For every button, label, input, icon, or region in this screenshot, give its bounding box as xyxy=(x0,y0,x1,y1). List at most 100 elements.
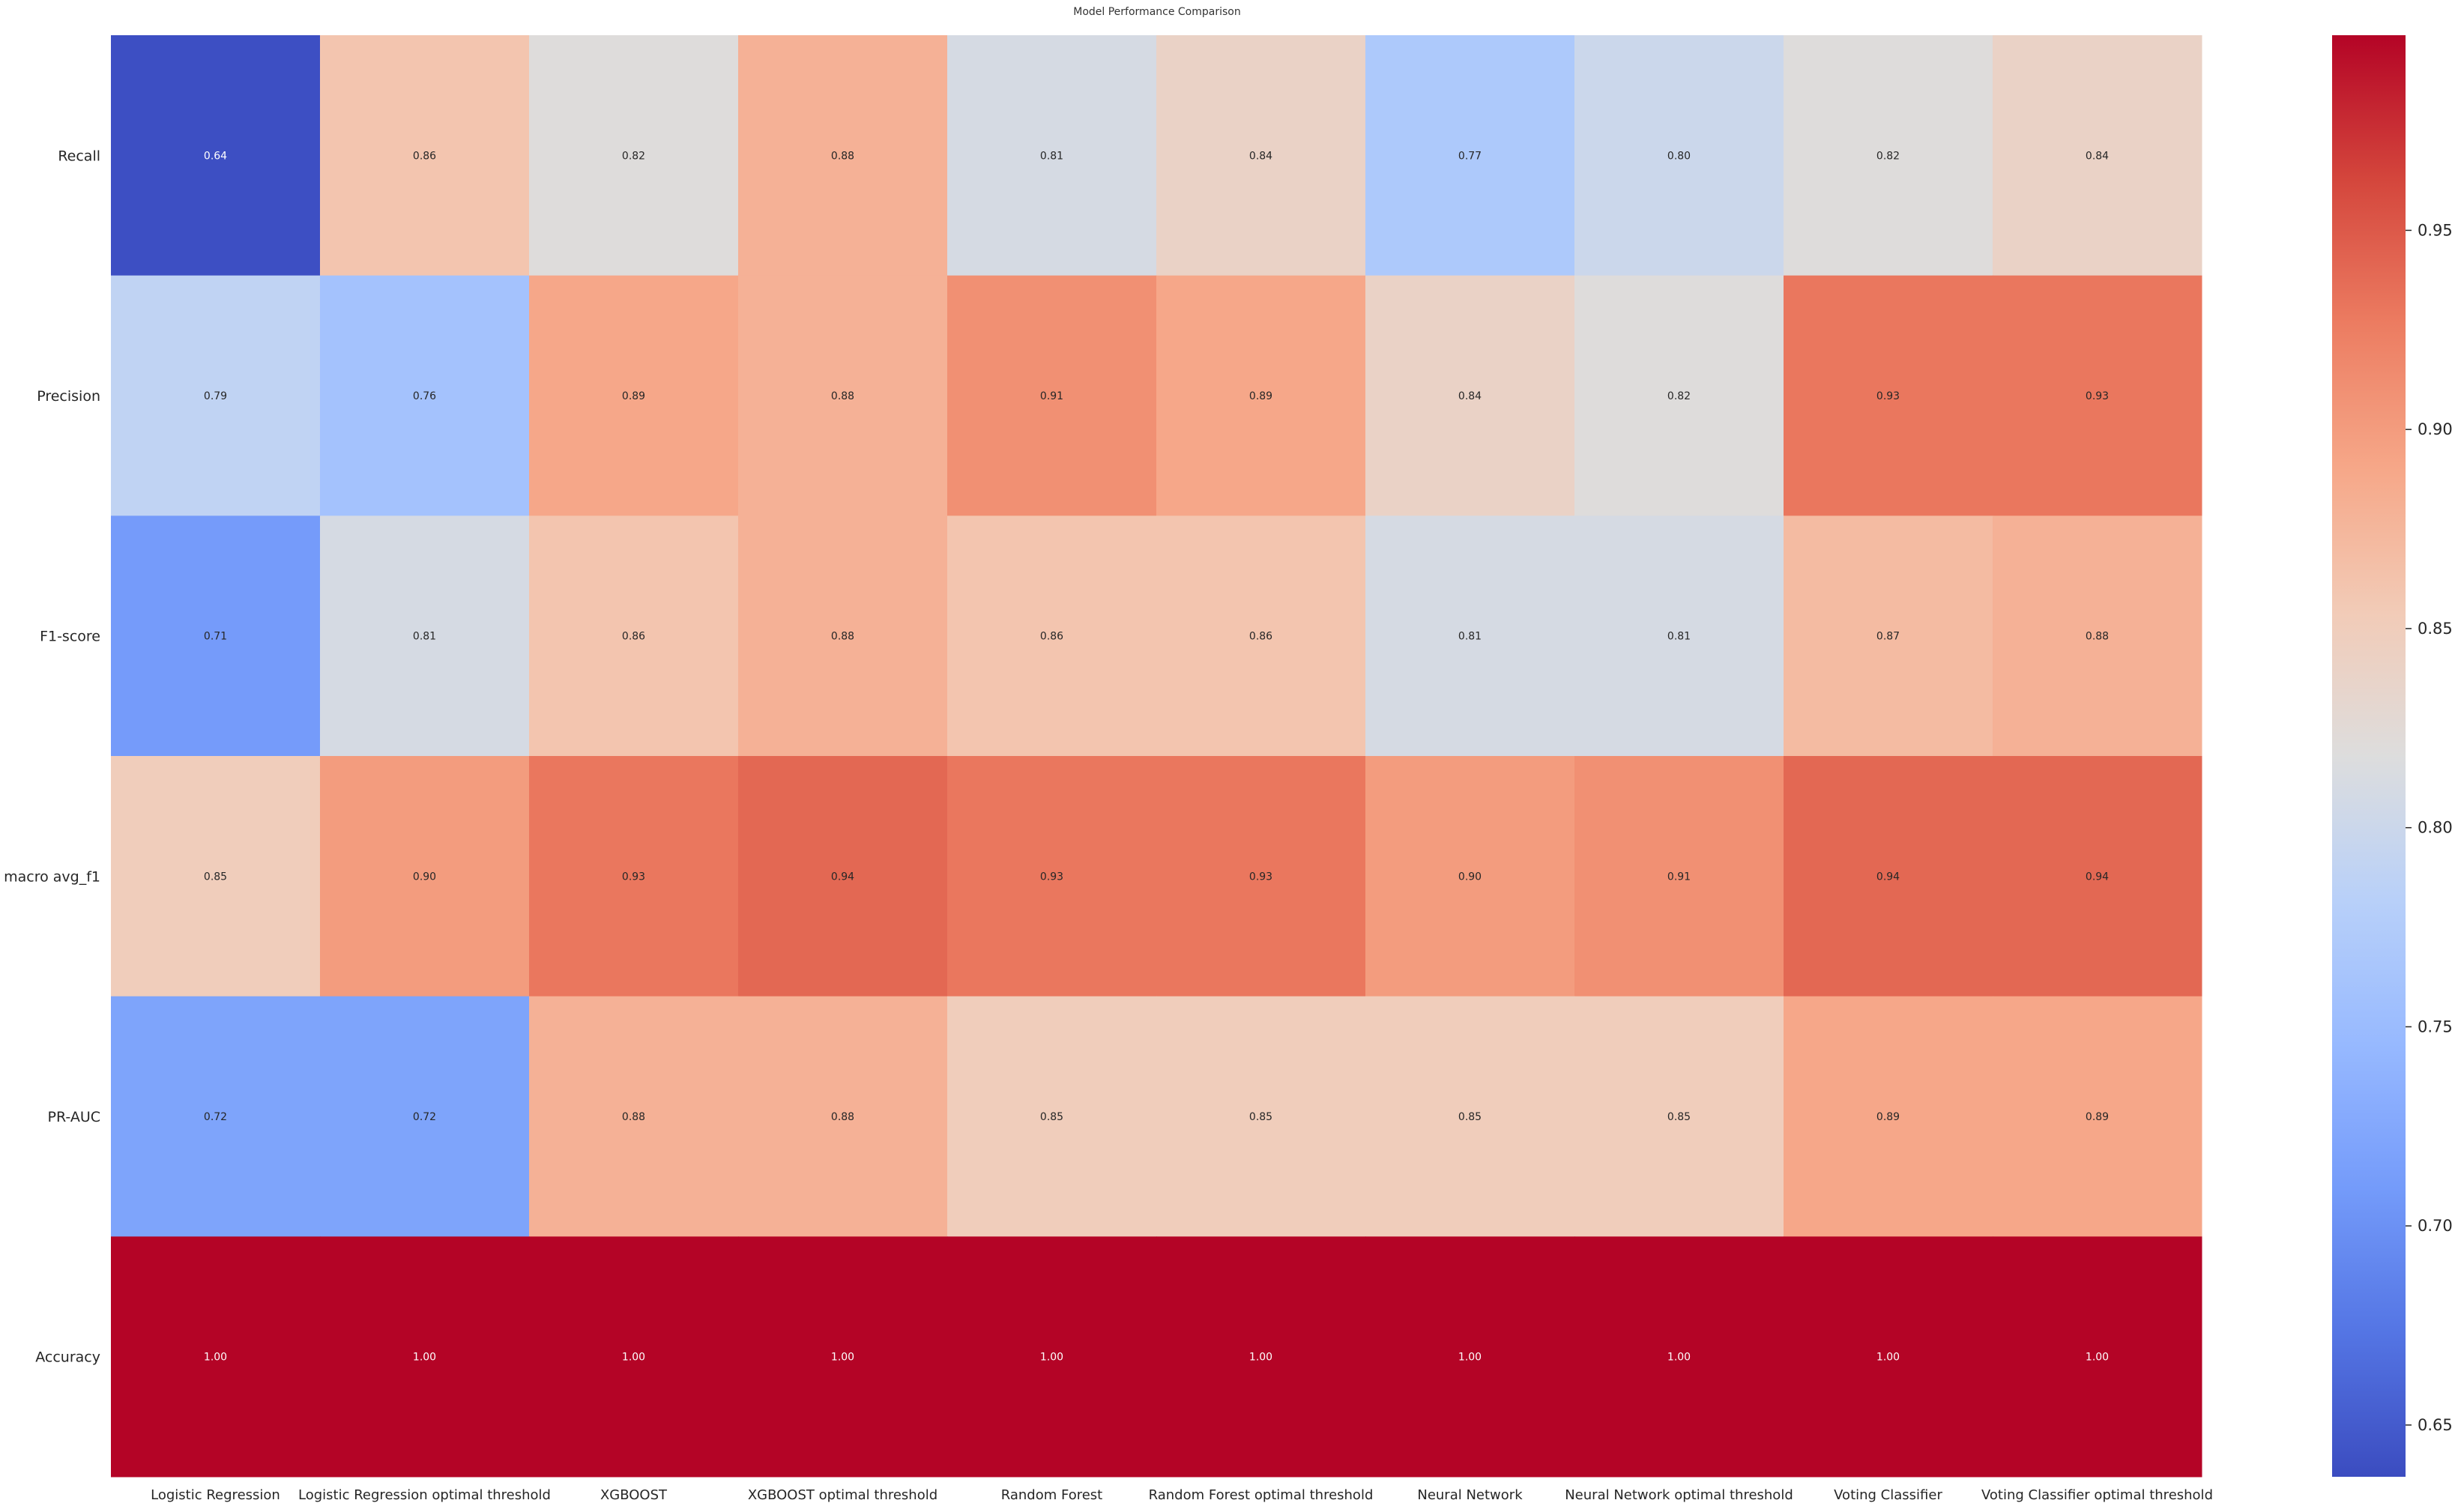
cell-value-label: 1.00 xyxy=(831,1352,854,1364)
column-label-logistic-regression: Logistic Regression xyxy=(151,1487,280,1503)
heatmap-cell-f1-score-random-forest xyxy=(947,515,1157,757)
colorbar: 0.65 0.70 0.75 0.80 0.85 0.90 0.95 xyxy=(2332,35,2452,1477)
cell-value-label: 1.00 xyxy=(413,1352,436,1364)
cell-value-label: 1.00 xyxy=(1876,1352,1900,1364)
cell-value-label: 0.91 xyxy=(1667,871,1691,883)
heatmap-cell-pr-auc-xgboost-optimal-threshold xyxy=(738,996,948,1237)
heatmap-cell-precision-xgboost-optimal-threshold xyxy=(738,275,948,516)
column-label-random-forest: Random Forest xyxy=(1001,1487,1102,1503)
row-label-precision: Precision xyxy=(37,388,100,405)
cell-value-label: 0.72 xyxy=(204,1111,227,1123)
cell-value-label: 1.00 xyxy=(2086,1352,2109,1364)
heatmap-cell-macro-avg-f1-voting-classifier-optimal-threshold xyxy=(1993,756,2202,997)
cell-value-label: 0.94 xyxy=(831,871,854,883)
heatmap-cell-precision-neural-network xyxy=(1365,275,1575,516)
heatmap-cell-recall-xgboost xyxy=(529,35,739,276)
cell-value-label: 0.86 xyxy=(1249,631,1272,643)
column-tick-labels: Logistic Regression Logistic Regression o… xyxy=(151,1487,2213,1503)
cell-value-label: 0.89 xyxy=(1249,390,1272,402)
heatmap-cells xyxy=(111,35,2202,1478)
colorbar-tick-label: 0.65 xyxy=(2418,1416,2452,1434)
heatmap-cell-pr-auc-random-forest xyxy=(947,996,1157,1237)
cell-value-label: 0.77 xyxy=(1458,150,1482,162)
column-label-voting-classifier: Voting Classifier xyxy=(1834,1487,1942,1503)
heatmap-cell-labels: 0.64 0.86 0.82 0.88 0.81 0.84 0.77 0.80 0.82 0.84… xyxy=(204,150,2109,1363)
heatmap-cell-recall-random-forest-optimal-threshold xyxy=(1156,35,1366,276)
heatmap-cell-pr-auc-xgboost xyxy=(529,996,739,1237)
cell-value-label: 0.76 xyxy=(413,390,436,402)
heatmap-cell-recall-logistic-regression-optimal-threshold xyxy=(320,35,530,276)
heatmap-cell-f1-score-neural-network-optimal-threshold xyxy=(1574,515,1784,757)
cell-value-label: 0.88 xyxy=(831,1111,854,1123)
heatmap-cell-accuracy-neural-network xyxy=(1365,1236,1575,1478)
heatmap-cell-pr-auc-voting-classifier xyxy=(1784,996,1993,1237)
colorbar-tick-label: 0.80 xyxy=(2418,819,2452,837)
cell-value-label: 0.80 xyxy=(1667,150,1691,162)
cell-value-label: 1.00 xyxy=(204,1352,227,1364)
column-label-neural-network-optimal-threshold: Neural Network optimal threshold xyxy=(1565,1487,1793,1503)
cell-value-label: 0.88 xyxy=(831,390,854,402)
row-label-macro-avg-f1: macro avg_f1 xyxy=(4,868,100,885)
cell-value-label: 0.82 xyxy=(1667,390,1691,402)
heatmap-cell-macro-avg-f1-neural-network-optimal-threshold xyxy=(1574,756,1784,997)
cell-value-label: 0.89 xyxy=(2086,1111,2109,1123)
heatmap-cell-pr-auc-neural-network xyxy=(1365,996,1575,1237)
heatmap-cell-recall-logistic-regression xyxy=(111,35,321,276)
cell-value-label: 0.90 xyxy=(1458,871,1482,883)
column-label-logistic-regression-optimal-threshold: Logistic Regression optimal threshold xyxy=(298,1487,551,1503)
colorbar-gradient xyxy=(2332,35,2406,1477)
heatmap-cell-accuracy-logistic-regression xyxy=(111,1236,321,1478)
cell-value-label: 0.88 xyxy=(831,150,854,162)
heatmap-cell-f1-score-logistic-regression-optimal-threshold xyxy=(320,515,530,757)
cell-value-label: 0.86 xyxy=(622,631,645,643)
row-label-recall: Recall xyxy=(58,148,100,164)
cell-value-label: 0.93 xyxy=(622,871,645,883)
heatmap-cell-macro-avg-f1-logistic-regression-optimal-threshold xyxy=(320,756,530,997)
cell-value-label: 0.82 xyxy=(1876,150,1900,162)
cell-value-label: 0.88 xyxy=(831,631,854,643)
column-label-xgboost-optimal-threshold: XGBOOST optimal threshold xyxy=(748,1487,937,1503)
heatmap-cell-accuracy-xgboost xyxy=(529,1236,739,1478)
heatmap-cell-accuracy-voting-classifier-optimal-threshold xyxy=(1993,1236,2202,1478)
cell-value-label: 1.00 xyxy=(1040,1352,1063,1364)
cell-value-label: 0.82 xyxy=(622,150,645,162)
cell-value-label: 1.00 xyxy=(1667,1352,1691,1364)
cell-value-label: 0.81 xyxy=(1667,631,1691,643)
heatmap-cell-precision-logistic-regression-optimal-threshold xyxy=(320,275,530,516)
heatmap-cell-precision-random-forest-optimal-threshold xyxy=(1156,275,1366,516)
cell-value-label: 0.84 xyxy=(1249,150,1272,162)
row-label-f1-score: F1-score xyxy=(40,629,100,645)
heatmap-cell-accuracy-voting-classifier xyxy=(1784,1236,1993,1478)
colorbar-tick-label: 0.90 xyxy=(2418,420,2452,438)
cell-value-label: 0.81 xyxy=(1040,150,1063,162)
cell-value-label: 0.93 xyxy=(2086,390,2109,402)
heatmap-cell-macro-avg-f1-xgboost-optimal-threshold xyxy=(738,756,948,997)
cell-value-label: 0.88 xyxy=(622,1111,645,1123)
cell-value-label: 0.90 xyxy=(413,871,436,883)
cell-value-label: 0.88 xyxy=(2086,631,2109,643)
cell-value-label: 0.89 xyxy=(622,390,645,402)
cell-value-label: 0.93 xyxy=(1876,390,1900,402)
heatmap-cell-macro-avg-f1-logistic-regression xyxy=(111,756,321,997)
colorbar-tick-label: 0.70 xyxy=(2418,1217,2452,1235)
cell-value-label: 0.94 xyxy=(2086,871,2109,883)
cell-value-label: 0.91 xyxy=(1040,390,1063,402)
heatmap-cell-precision-xgboost xyxy=(529,275,739,516)
heatmap-cell-macro-avg-f1-voting-classifier xyxy=(1784,756,1993,997)
heatmap-cell-macro-avg-f1-neural-network xyxy=(1365,756,1575,997)
cell-value-label: 0.93 xyxy=(1040,871,1063,883)
cell-value-label: 0.94 xyxy=(1876,871,1900,883)
heatmap-cell-pr-auc-voting-classifier-optimal-threshold xyxy=(1993,996,2202,1237)
cell-value-label: 0.85 xyxy=(1458,1111,1482,1123)
heatmap-cell-recall-xgboost-optimal-threshold xyxy=(738,35,948,276)
heatmap-cell-f1-score-xgboost-optimal-threshold xyxy=(738,515,948,757)
row-label-pr-auc: PR-AUC xyxy=(48,1109,101,1125)
heatmap-cell-accuracy-neural-network-optimal-threshold xyxy=(1574,1236,1784,1478)
heatmap-cell-macro-avg-f1-random-forest-optimal-threshold xyxy=(1156,756,1366,997)
heatmap-cell-pr-auc-random-forest-optimal-threshold xyxy=(1156,996,1366,1237)
heatmap-cell-pr-auc-logistic-regression-optimal-threshold xyxy=(320,996,530,1237)
cell-value-label: 0.85 xyxy=(1249,1111,1272,1123)
heatmap-cell-precision-logistic-regression xyxy=(111,275,321,516)
cell-value-label: 0.87 xyxy=(1876,631,1900,643)
